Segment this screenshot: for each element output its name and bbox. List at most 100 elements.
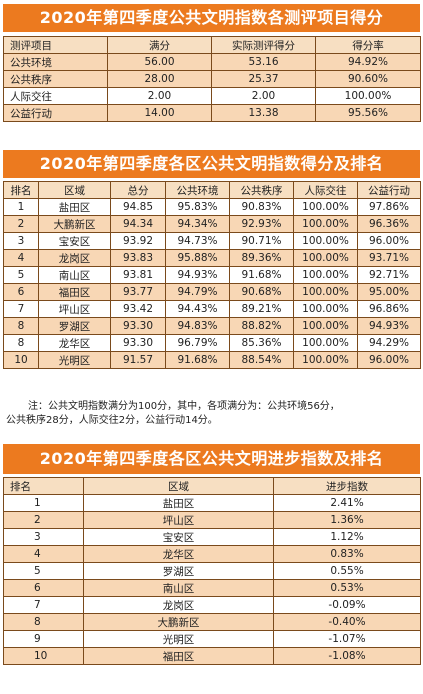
table-row: 6 福田区 93.77 94.79% 90.68% 100.00% 95.00%: [3, 283, 421, 301]
table-cell: 100.00%: [293, 283, 358, 301]
table-row: 公共秩序 28.00 25.37 90.60%: [3, 70, 421, 88]
table-cell: 光明区: [38, 351, 111, 369]
table-cell: 94.79%: [165, 283, 230, 301]
table-cell: 坪山区: [38, 300, 111, 318]
table-cell: 1.12%: [273, 528, 421, 546]
table-cell: 95.88%: [165, 249, 230, 267]
table-cell: 96.00%: [357, 351, 421, 369]
table-cell: 85.36%: [229, 334, 294, 352]
table-cell: 4: [3, 545, 84, 563]
table-row: 7 坪山区 93.42 94.43% 89.21% 100.00% 96.86%: [3, 300, 421, 318]
table-cell: 盐田区: [38, 198, 111, 216]
table-cell: 93.42: [110, 300, 166, 318]
table-cell: 92.93%: [229, 215, 294, 233]
table-cell: 96.79%: [165, 334, 230, 352]
footnote-line: 注：公共文明指数满分为100分，其中，各项满分为：公共环境56分，: [28, 401, 340, 412]
table-cell: 大鹏新区: [38, 215, 111, 233]
table-cell: 94.73%: [165, 232, 230, 250]
table-cell: 92.71%: [357, 266, 421, 284]
table-cell: 93.30: [110, 317, 166, 335]
table-header-row: 排名 区域 总分 公共环境 公共秩序 人际交往 公益行动: [3, 181, 421, 199]
table-cell: 福田区: [83, 647, 274, 665]
table-cell: 7: [3, 300, 39, 318]
table-cell: 2: [3, 215, 39, 233]
table-cell: 罗湖区: [38, 317, 111, 335]
table-cell: 8: [3, 334, 39, 352]
table-cell: 9: [3, 630, 84, 648]
table-cell: 6: [3, 579, 84, 597]
table-cell: 97.86%: [357, 198, 421, 216]
table-cell: 公共环境: [3, 53, 108, 71]
table-cell: 100.00%: [293, 334, 358, 352]
table-cell: 14.00: [107, 104, 212, 122]
table-cell: 93.71%: [357, 249, 421, 267]
section1-title: 2020年第四季度公共文明指数各测评项目得分: [3, 4, 420, 32]
table-cell: 94.29%: [357, 334, 421, 352]
table-cell: 8: [3, 613, 84, 631]
header-cell: 满分: [107, 36, 212, 54]
table-row: 3 宝安区 1.12%: [3, 528, 421, 546]
table-cell: 大鹏新区: [83, 613, 274, 631]
table-cell: 龙岗区: [38, 249, 111, 267]
table-cell: 2.00: [211, 87, 316, 105]
table-cell: 100.00%: [293, 300, 358, 318]
table-cell: 南山区: [83, 579, 274, 597]
table-cell: 28.00: [107, 70, 212, 88]
table-cell: 3: [3, 232, 39, 250]
table-cell: 100.00%: [315, 87, 421, 105]
table-cell: 90.68%: [229, 283, 294, 301]
table-cell: 93.77: [110, 283, 166, 301]
table-cell: 94.34: [110, 215, 166, 233]
table-cell: -0.40%: [273, 613, 421, 631]
table-cell: 南山区: [38, 266, 111, 284]
header-cell: 人际交往: [293, 181, 358, 199]
table-row: 4 龙岗区 93.83 95.88% 89.36% 100.00% 93.71%: [3, 249, 421, 267]
table-cell: 91.68%: [165, 351, 230, 369]
header-cell: 排名: [3, 181, 39, 199]
table-cell: 龙华区: [83, 545, 274, 563]
table-cell: 100.00%: [293, 351, 358, 369]
table-row: 8 大鹏新区 -0.40%: [3, 613, 421, 631]
table-cell: 罗湖区: [83, 562, 274, 580]
table-cell: 盐田区: [83, 494, 274, 512]
progress-index-table: 排名 区域 进步指数 1 盐田区 2.41% 2 坪山区 1.36% 3 宝安区 1.12%…: [3, 477, 421, 665]
table-cell: 2.00: [107, 87, 212, 105]
table-header-row: 排名 区域 进步指数: [3, 477, 421, 495]
table-cell: 90.83%: [229, 198, 294, 216]
district-score-table: 排名 区域 总分 公共环境 公共秩序 人际交往 公益行动 1 盐田区 94.85 95…: [3, 181, 421, 369]
table-cell: 0.55%: [273, 562, 421, 580]
table-cell: 13.38: [211, 104, 316, 122]
table-cell: 龙华区: [38, 334, 111, 352]
table-row: 公益行动 14.00 13.38 95.56%: [3, 104, 421, 122]
table-cell: -1.08%: [273, 647, 421, 665]
table-cell: 100.00%: [293, 317, 358, 335]
table-cell: 94.83%: [165, 317, 230, 335]
table-cell: 1.36%: [273, 511, 421, 529]
section2-title: 2020年第四季度各区公共文明指数得分及排名: [3, 150, 420, 178]
table-row: 3 宝安区 93.92 94.73% 90.71% 100.00% 96.00%: [3, 232, 421, 250]
table-header-row: 测评项目 满分 实际测评得分 得分率: [3, 36, 421, 54]
table-cell: 5: [3, 562, 84, 580]
table-cell: 2.41%: [273, 494, 421, 512]
header-cell: 排名: [3, 477, 84, 495]
table-row: 2 坪山区 1.36%: [3, 511, 421, 529]
table-cell: 88.82%: [229, 317, 294, 335]
table-row: 10 光明区 91.57 91.68% 88.54% 100.00% 96.00%: [3, 351, 421, 369]
table-cell: 94.85: [110, 198, 166, 216]
section3-title: 2020年第四季度各区公共文明进步指数及排名: [3, 444, 420, 474]
table-cell: 100.00%: [293, 232, 358, 250]
table-row: 10 福田区 -1.08%: [3, 647, 421, 665]
table-cell: 93.83: [110, 249, 166, 267]
table-cell: 光明区: [83, 630, 274, 648]
table-cell: 89.21%: [229, 300, 294, 318]
table-cell: 96.00%: [357, 232, 421, 250]
table-row: 1 盐田区 94.85 95.83% 90.83% 100.00% 97.86%: [3, 198, 421, 216]
table-cell: 95.56%: [315, 104, 421, 122]
table-cell: 4: [3, 249, 39, 267]
table-cell: 100.00%: [293, 266, 358, 284]
table-cell: 5: [3, 266, 39, 284]
table-cell: 90.71%: [229, 232, 294, 250]
table-cell: -0.09%: [273, 596, 421, 614]
table-cell: 0.83%: [273, 545, 421, 563]
table-cell: 宝安区: [83, 528, 274, 546]
